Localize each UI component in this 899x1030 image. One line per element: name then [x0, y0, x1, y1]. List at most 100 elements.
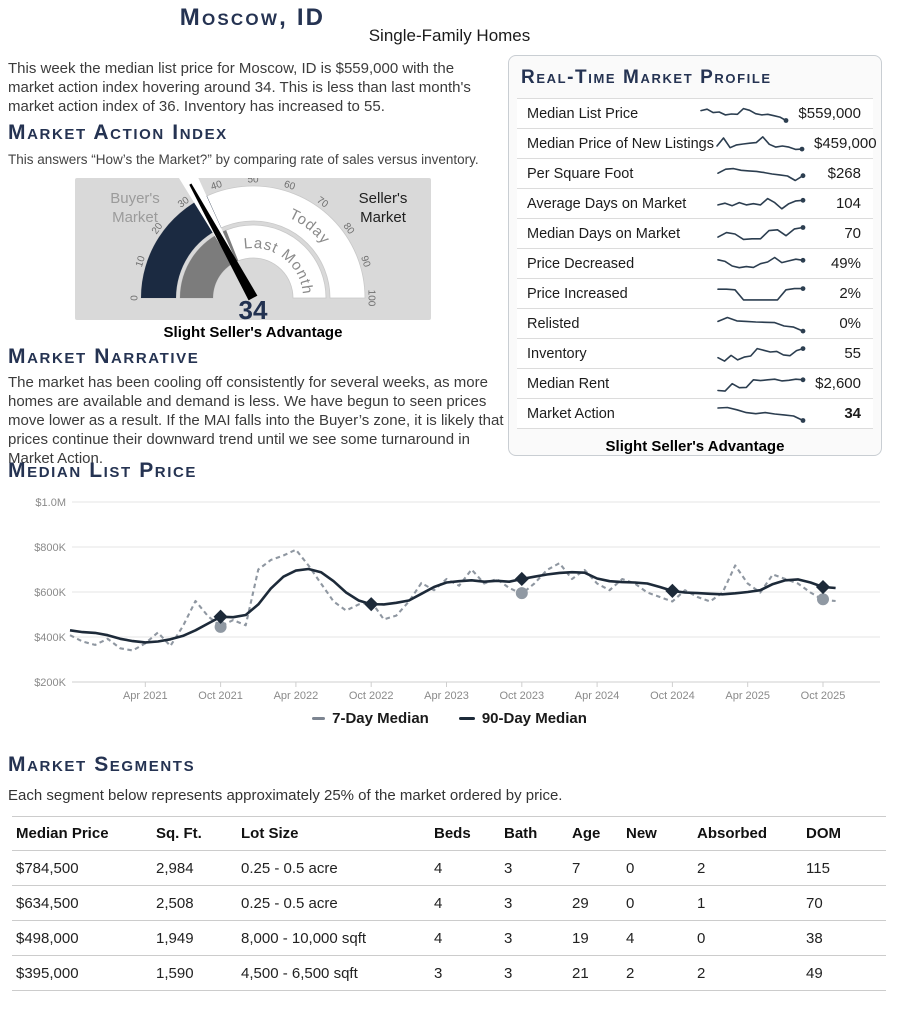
profile-row-label: Per Square Foot: [527, 165, 634, 182]
svg-text:40: 40: [210, 179, 224, 193]
segment-cell: 1,949: [152, 920, 237, 956]
svg-text:Oct 2021: Oct 2021: [198, 690, 243, 702]
segments-header-row: Median Price Sq. Ft. Lot Size Beds Bath Age Ne…: [12, 816, 886, 851]
profile-row-value: $2,600: [815, 375, 861, 392]
segment-cell: 3: [500, 920, 568, 956]
segment-cell: 2: [693, 850, 802, 886]
segment-cell: 2,508: [152, 885, 237, 921]
profile-row-label: Average Days on Market: [527, 195, 687, 212]
sparkline: [717, 316, 806, 333]
segment-cell: 8,000 - 10,000 sqft: [237, 920, 430, 956]
segment-cell: 38: [802, 920, 886, 956]
segment-cell: 21: [568, 955, 622, 991]
profile-row-value: 55: [844, 345, 861, 362]
segment-cell: 49: [802, 955, 886, 991]
profile-row: Relisted 0%: [517, 309, 873, 339]
segment-cell: 3: [430, 955, 500, 991]
profile-row: Price Increased 2%: [517, 279, 873, 309]
profile-row: Market Action 34: [517, 399, 873, 429]
sparkline: [717, 345, 806, 362]
profile-row: Inventory 55: [517, 339, 873, 369]
segment-cell: 4: [622, 920, 693, 956]
segment-cell: 2: [622, 955, 693, 991]
profile-row-value: 104: [835, 195, 861, 212]
segment-cell: 2: [693, 955, 802, 991]
sparkline: [717, 197, 806, 210]
profile-row-label: Price Increased: [527, 285, 628, 302]
profile-row: Median Rent $2,600: [517, 369, 873, 399]
svg-text:Apr 2023: Apr 2023: [424, 690, 469, 702]
sparkline: [700, 107, 789, 123]
legend-90day-dash-icon: [458, 717, 475, 720]
segments-column-header: Beds: [430, 816, 500, 851]
chart-svg: $1.0M $800K $600K $400K $200K Apr 2021 Oct 202…: [34, 497, 880, 702]
intro-paragraph: This week the median list price for Mosc…: [8, 60, 471, 116]
svg-text:Apr 2024: Apr 2024: [575, 690, 620, 702]
profile-row-label: Median Price of New Listings: [527, 135, 714, 152]
profile-row-value: $559,000: [798, 105, 861, 122]
profile-row-value: 49%: [830, 255, 861, 272]
segment-cell: 3: [500, 850, 568, 886]
profile-row: Median Days on Market 70: [517, 219, 873, 249]
profile-row-value: 34: [844, 405, 861, 422]
segment-cell: 7: [568, 850, 622, 886]
profile-row-label: Relisted: [527, 315, 580, 332]
sparkline: [716, 135, 805, 151]
svg-text:Oct 2025: Oct 2025: [801, 690, 846, 702]
segment-cell: $395,000: [12, 955, 152, 991]
market-segments-heading: Market Segments: [8, 753, 196, 776]
segment-cell: 0: [693, 920, 802, 956]
segment-cell: 0: [622, 850, 693, 886]
gauge-sellers-market-label: Seller's Market: [358, 190, 408, 226]
sparkline: [717, 285, 806, 301]
profile-row: Median List Price $559,000: [517, 98, 873, 129]
svg-text:Apr 2025: Apr 2025: [725, 690, 770, 702]
gauge-value: 34: [238, 295, 268, 325]
svg-text:$1.0M: $1.0M: [35, 497, 66, 509]
svg-text:Oct 2024: Oct 2024: [650, 690, 695, 702]
segment-cell: 115: [802, 850, 886, 886]
sparkline: [717, 224, 806, 240]
segment-cell: $784,500: [12, 850, 152, 886]
svg-text:$400K: $400K: [34, 632, 66, 644]
profile-row-label: Inventory: [527, 345, 587, 362]
legend-7day-dash-icon: [312, 717, 326, 720]
profile-row: Per Square Foot $268: [517, 159, 873, 189]
legend-item-7day: 7-Day Median: [312, 710, 429, 727]
segment-cell: 0.25 - 0.5 acre: [237, 885, 430, 921]
page-subtitle: Single-Family Homes: [368, 26, 531, 45]
legend-7day-label: 7-Day Median: [332, 710, 429, 727]
segment-cell: $634,500: [12, 885, 152, 921]
segment-cell: 4: [430, 850, 500, 886]
legend-item-90day: 90-Day Median: [458, 710, 587, 727]
segment-row: $634,500 2,508 0.25 - 0.5 acre 4 3 29 0 1 70: [12, 885, 886, 921]
market-segments-table: Median Price Sq. Ft. Lot Size Beds Bath Age Ne…: [12, 816, 886, 991]
profile-row: Median Price of New Listings $459,000: [517, 129, 877, 159]
profile-row-value: 0%: [839, 315, 861, 332]
profile-footer-status: Slight Seller's Advantage: [605, 438, 785, 455]
segments-column-header: Sq. Ft.: [152, 816, 237, 851]
segment-row: $395,000 1,590 4,500 - 6,500 sqft 3 3 21 2 2 49: [12, 955, 886, 991]
segment-cell: 1,590: [152, 955, 237, 991]
sparkline: [717, 167, 806, 181]
median-list-price-chart: $1.0M $800K $600K $400K $200K Apr 2021 Oct 202…: [0, 488, 899, 706]
segment-cell: 3: [500, 955, 568, 991]
svg-text:90: 90: [358, 255, 372, 269]
svg-text:Oct 2022: Oct 2022: [349, 690, 394, 702]
segments-column-header: Median Price: [12, 816, 152, 851]
segments-column-header: Absorbed: [693, 816, 802, 851]
profile-row-value: $459,000: [813, 135, 877, 152]
segment-cell: 0: [622, 885, 693, 921]
market-narrative-heading: Market Narrative: [8, 345, 200, 368]
segments-column-header: Lot Size: [237, 816, 430, 851]
profile-row: Average Days on Market 104: [517, 189, 873, 219]
segments-column-header: New: [622, 816, 693, 851]
profile-row-value: $268: [827, 165, 861, 182]
segment-cell: 0.25 - 0.5 acre: [237, 850, 430, 886]
segment-cell: $498,000: [12, 920, 152, 956]
market-segments-subtext: Each segment below represents approximat…: [8, 787, 563, 804]
market-action-index-heading: Market Action Index: [8, 121, 228, 144]
segment-row: $784,500 2,984 0.25 - 0.5 acre 4 3 7 0 2 115: [12, 850, 886, 886]
segment-cell: 2,984: [152, 850, 237, 886]
real-time-market-profile-panel: Real-Time Market Profile Median List Pri…: [508, 55, 882, 456]
